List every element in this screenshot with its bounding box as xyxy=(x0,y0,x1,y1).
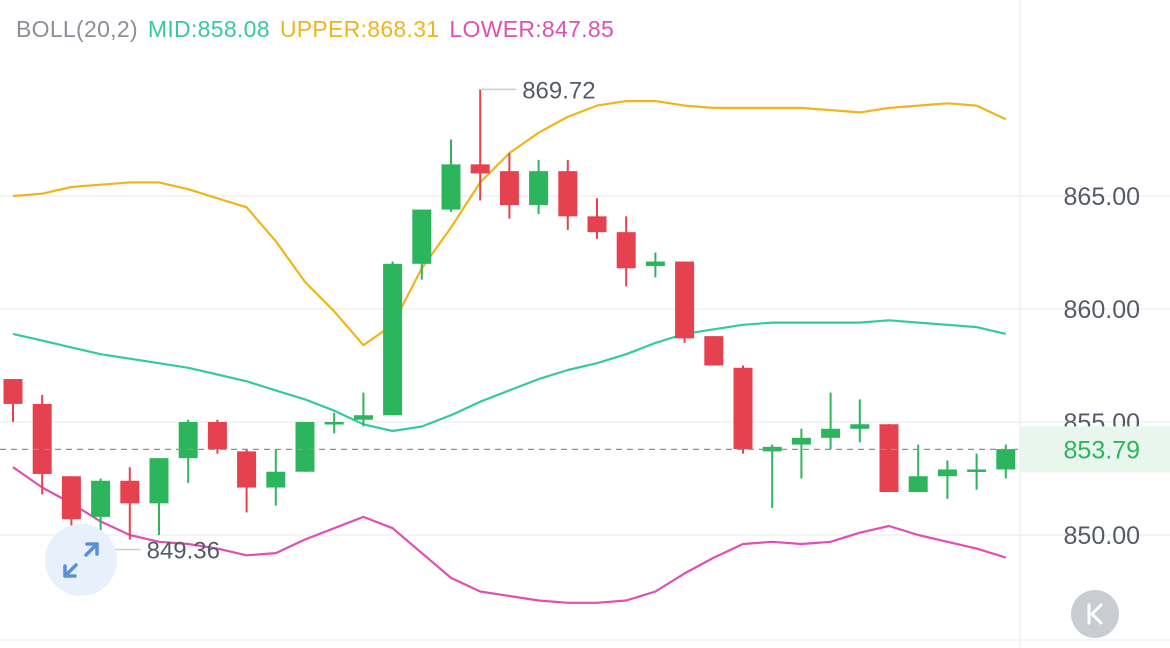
candle-body xyxy=(908,476,928,493)
candle-down xyxy=(207,419,227,454)
candle-body xyxy=(499,171,519,206)
current-price-tag: 853.79 xyxy=(1020,426,1170,473)
candle-body xyxy=(3,379,23,404)
back-to-latest-button[interactable] xyxy=(1071,590,1119,638)
candle-up xyxy=(529,159,549,215)
candle-up xyxy=(412,209,432,280)
candle-up xyxy=(149,458,169,535)
candle-up xyxy=(645,252,665,278)
candle-body xyxy=(383,263,403,416)
candle-down xyxy=(616,216,636,287)
candle-body xyxy=(704,336,724,366)
candle-body xyxy=(821,428,841,438)
candle-up xyxy=(383,261,403,416)
expand-arrows-icon xyxy=(63,542,99,578)
candle-body xyxy=(266,471,286,488)
candle-body xyxy=(91,480,111,517)
boll-legend-mid: MID:858.08 xyxy=(147,16,270,42)
candle-up xyxy=(821,392,841,450)
boll-legend-lower: LOWER:847.85 xyxy=(449,16,615,42)
candle-down xyxy=(879,424,899,493)
current-price-label: 853.79 xyxy=(1064,436,1140,464)
candle-body xyxy=(529,171,549,206)
boll-lower-line xyxy=(12,466,1007,604)
candle-down xyxy=(558,159,578,230)
candle-body xyxy=(353,415,373,420)
candle-body xyxy=(412,209,432,264)
candles xyxy=(3,89,1016,550)
chart-annotations: 869.72 849.36 xyxy=(100,77,596,564)
y-tick-label: 850.00 xyxy=(1064,522,1140,550)
candle-down xyxy=(675,261,695,343)
candle-body xyxy=(558,171,578,217)
candle-up xyxy=(850,399,870,443)
candle-down xyxy=(587,198,607,239)
candle-down xyxy=(3,379,23,422)
boll-mid-line xyxy=(12,319,1007,433)
candle-body xyxy=(237,451,257,488)
k-back-icon xyxy=(1087,603,1103,625)
candle-body xyxy=(791,437,811,445)
boll-legend-upper: UPPER:868.31 xyxy=(279,16,440,42)
current-price-tag-bg xyxy=(1020,426,1170,473)
candle-body xyxy=(32,403,52,474)
candle-body xyxy=(120,480,140,504)
candle-down xyxy=(32,394,52,495)
candle-up xyxy=(791,428,811,479)
y-tick-label: 865.00 xyxy=(1064,183,1140,211)
candle-up xyxy=(324,412,344,434)
candle-body xyxy=(441,164,461,210)
expand-button[interactable] xyxy=(45,524,117,596)
candle-down xyxy=(733,365,753,454)
low-annotation: 849.36 xyxy=(147,537,220,564)
candle-body xyxy=(587,216,607,233)
candle-body xyxy=(470,164,490,174)
candle-body xyxy=(996,449,1016,470)
candle-down xyxy=(237,449,257,513)
candle-body xyxy=(967,469,987,472)
candle-down xyxy=(499,153,519,219)
candle-up xyxy=(295,422,315,472)
candle-up xyxy=(996,444,1016,479)
candle-up xyxy=(266,449,286,506)
candle-up xyxy=(908,444,928,493)
candle-body xyxy=(178,422,198,459)
candle-down xyxy=(470,89,490,201)
candle-up xyxy=(353,392,373,427)
candle-up xyxy=(967,453,987,490)
boll-legend-label: BOLL(20,2) xyxy=(16,16,138,42)
high-annotation: 869.72 xyxy=(522,77,595,104)
candle-down xyxy=(120,467,140,540)
candle-body xyxy=(149,458,169,504)
candle-up xyxy=(762,444,782,508)
candle-body xyxy=(616,232,636,269)
candle-body xyxy=(324,422,344,425)
candle-body xyxy=(61,476,81,520)
candle-up xyxy=(441,139,461,212)
candle-up xyxy=(178,419,198,484)
candle-body xyxy=(675,261,695,339)
candle-up xyxy=(937,460,957,499)
candle-down xyxy=(704,336,724,366)
boll-legend: BOLL(20,2) MID:858.08 UPPER:868.31 LOWER:84… xyxy=(16,16,624,43)
candle-body xyxy=(879,424,899,493)
candle-down xyxy=(61,476,81,526)
candle-body xyxy=(850,424,870,429)
y-axis: 865.00 860.00 855.00 850.00 xyxy=(1064,183,1140,550)
candle-body xyxy=(733,367,753,450)
candle-body xyxy=(295,422,315,472)
y-tick-label: 860.00 xyxy=(1064,296,1140,324)
candle-body xyxy=(937,469,957,477)
candle-body xyxy=(207,422,227,450)
candle-body xyxy=(645,261,665,267)
